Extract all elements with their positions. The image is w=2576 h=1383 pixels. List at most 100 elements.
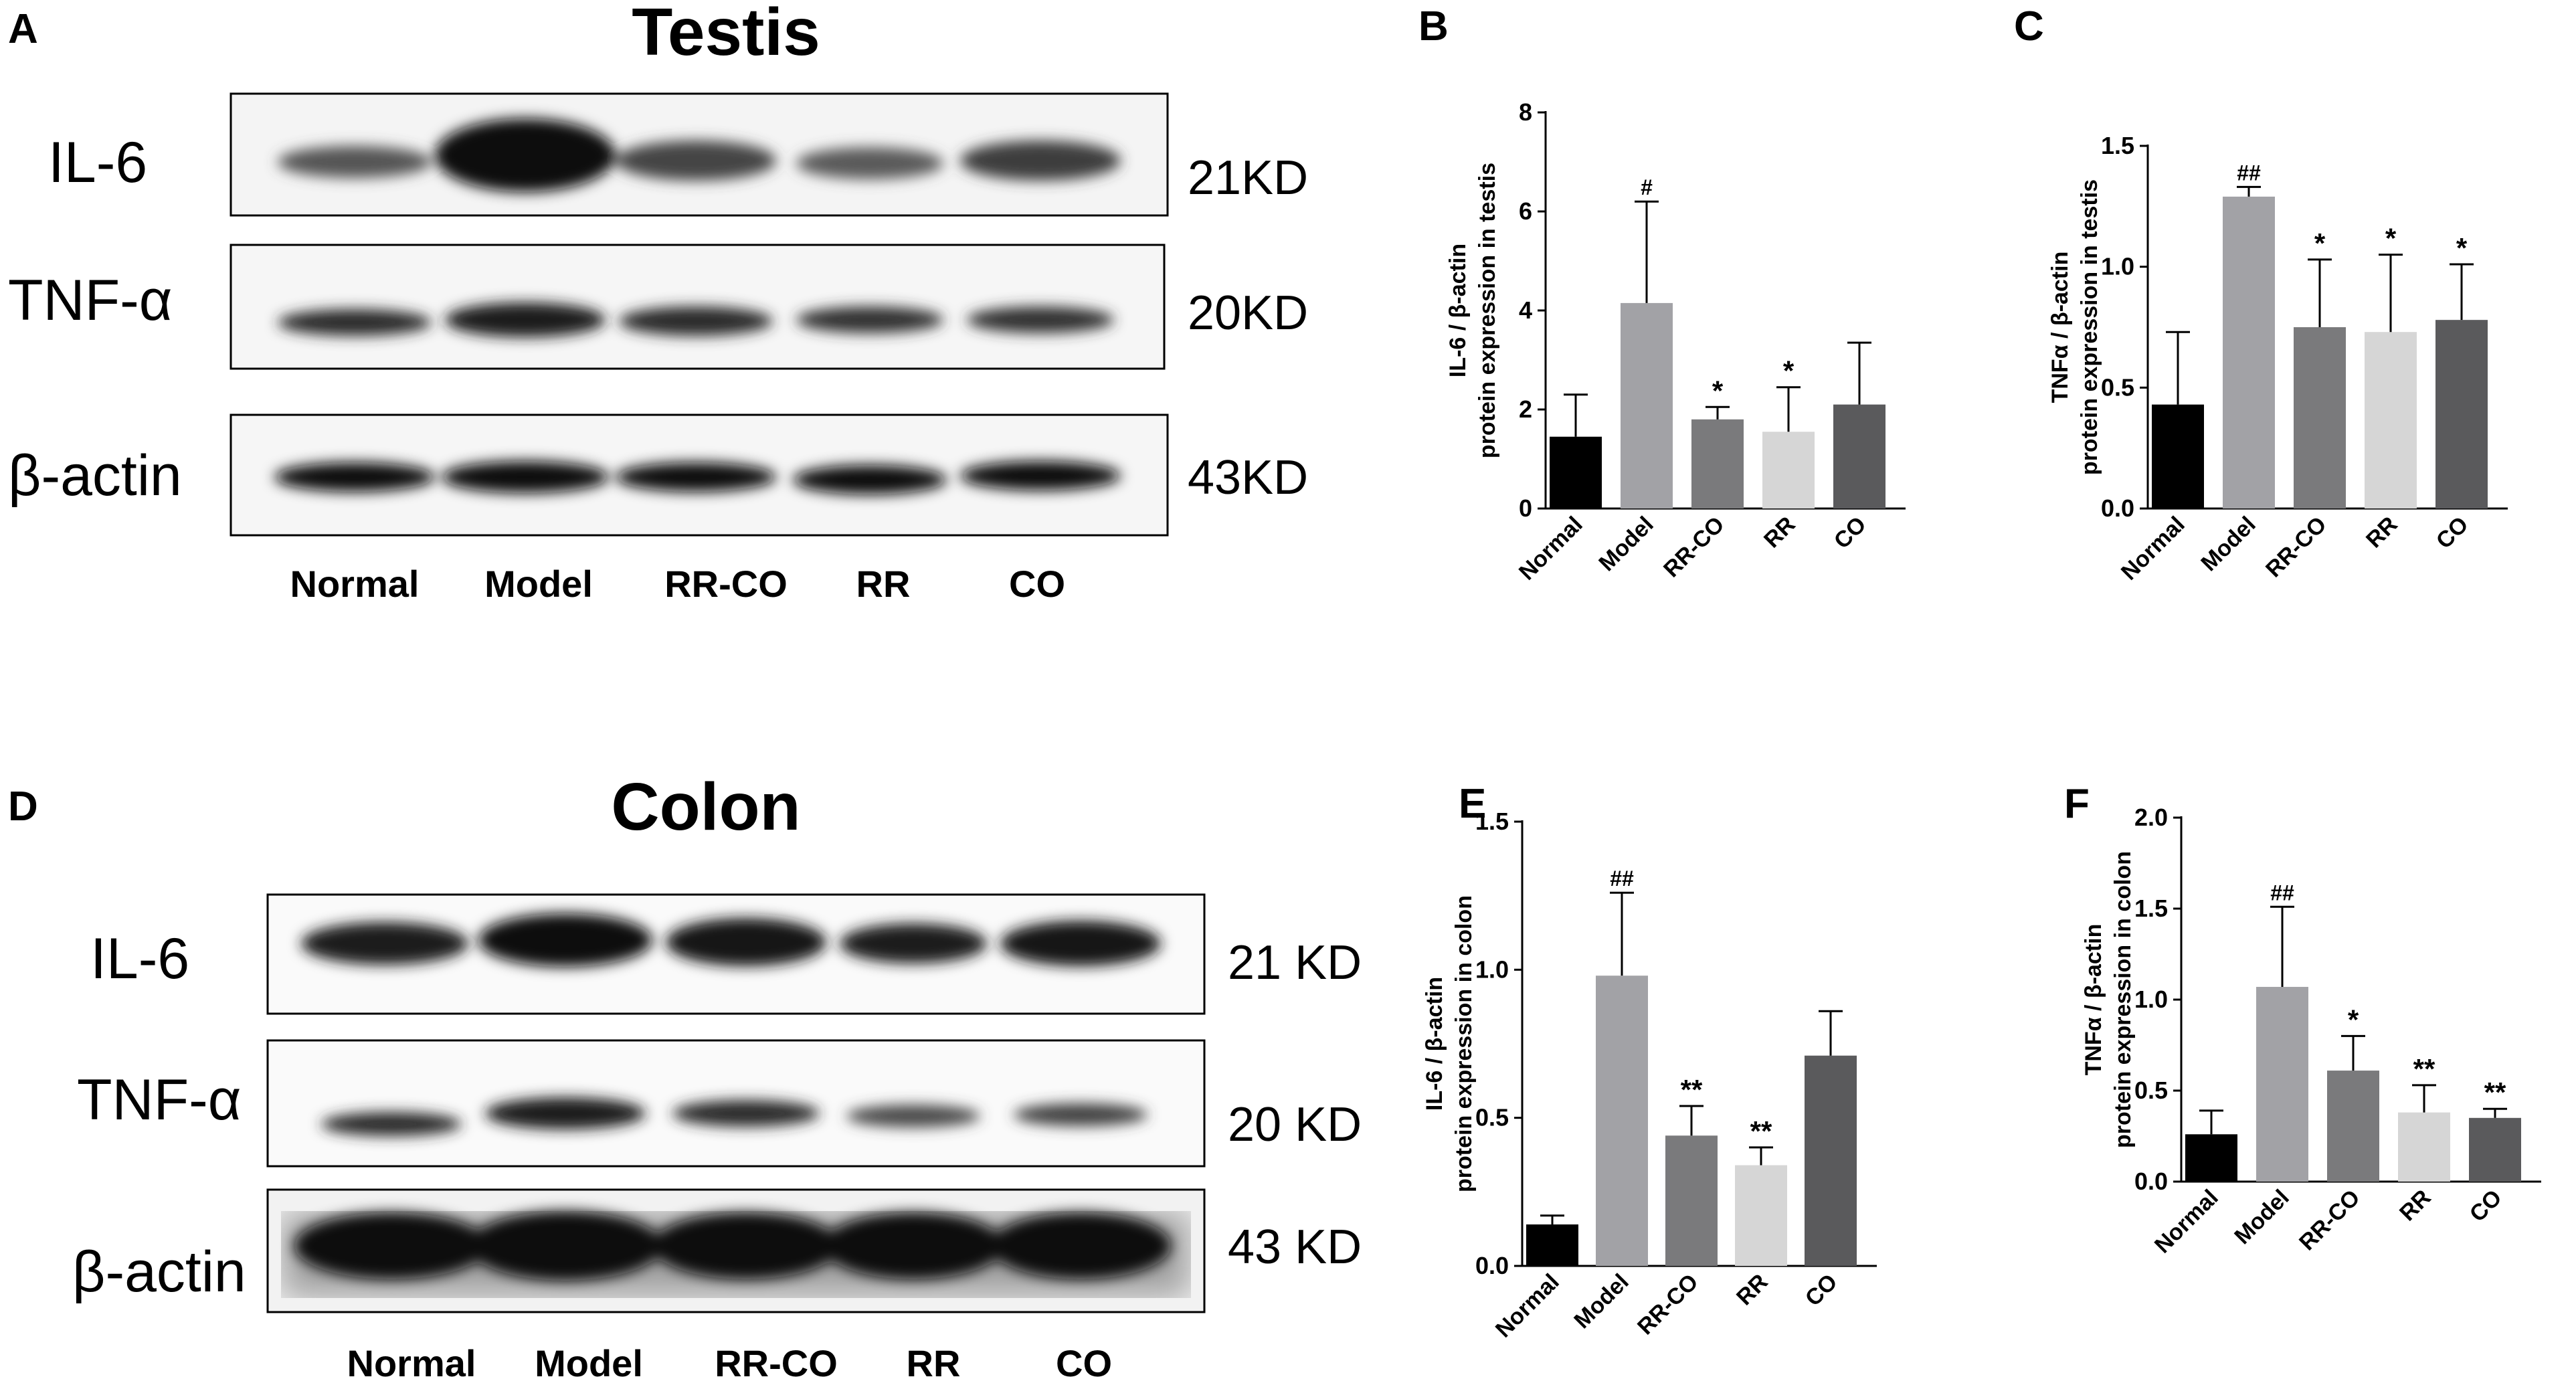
x-tick-label: RR-CO [1659, 512, 1730, 583]
y-tick-label: 1.5 [2134, 895, 2168, 922]
y-tick-label: 0.5 [2101, 373, 2134, 401]
band-tnfa-normal [278, 309, 432, 336]
x-tick-label: Model [1594, 512, 1658, 576]
x-tick-label: RR-CO [2261, 512, 2332, 583]
y-tick-label: 2 [1519, 395, 1532, 423]
row-label-actin: β-actin [72, 1240, 246, 1304]
x-tick-label: RR-CO [2294, 1185, 2365, 1256]
x-tick-label: CO [1801, 1269, 1843, 1311]
band-tnfa-rr [846, 1105, 980, 1127]
y-tick-label: 0.5 [1475, 1104, 1509, 1131]
y-tick-label: 0.0 [2134, 1168, 2168, 1195]
bar [1805, 1055, 1857, 1266]
lane-label-co: CO [1009, 563, 1065, 605]
y-tick-label: 4 [1519, 296, 1532, 324]
band-tnfa-model [445, 302, 606, 337]
lane-label-model: Model [484, 563, 593, 605]
significance-annotation: # [1641, 175, 1653, 199]
band-il6-co [960, 141, 1121, 181]
y-axis-label: protein expression in testis [2077, 179, 2102, 475]
significance-annotation: * [2456, 232, 2468, 264]
y-axis-label: protein expression in colon [2110, 851, 2136, 1148]
y-tick-label: 1.5 [1475, 808, 1509, 835]
lane-label-rr: RR [856, 563, 911, 605]
y-axis-label: protein expression in colon [1451, 895, 1477, 1192]
x-tick-label: CO [1829, 512, 1871, 554]
band-actin-normal [274, 462, 435, 492]
band-il6-rrco [616, 141, 776, 181]
panel-letter-d: D [8, 783, 38, 830]
row-label-tnfa: TNF-α [77, 1068, 242, 1132]
x-tick-label: RR [2395, 1185, 2436, 1226]
x-tick-label: Normal [1491, 1269, 1564, 1343]
lane-label-rrco: RR-CO [715, 1342, 838, 1383]
row-size-actin: 43KD [1188, 451, 1308, 504]
bar [1833, 404, 1885, 509]
bar [1621, 302, 1673, 509]
x-tick-label: RR [1732, 1269, 1773, 1311]
band-tnfa-co [1014, 1103, 1147, 1126]
x-tick-label: Model [2229, 1185, 2294, 1249]
x-tick-label: Normal [2116, 512, 2190, 585]
row-label-tnfa: TNF-α [8, 268, 173, 333]
chart-tnfa-colon: 0.0 0.5 1.0 1.5 2.0 TNFα / β-actin protein exp… [2081, 804, 2541, 1258]
band-il6-rr [796, 147, 943, 179]
significance-annotation: ## [1610, 866, 1634, 891]
significance-annotation: ** [1681, 1074, 1703, 1105]
bar [2327, 1071, 2379, 1182]
western-blot-colon: Colon IL-6 21 KD TNF-α 20 KD [72, 769, 1362, 1383]
y-tick-label: 6 [1519, 197, 1532, 225]
band-tnfa-co [967, 306, 1114, 333]
band-il6-co [1000, 921, 1161, 966]
x-tick-label: Normal [2150, 1185, 2223, 1259]
band-actin-normal [294, 1212, 488, 1279]
bar [2185, 1134, 2237, 1182]
y-axis-label: IL-6 / β-actin [1422, 977, 1447, 1111]
significance-annotation: * [2385, 223, 2397, 254]
bar [2435, 320, 2488, 509]
significance-annotation: * [2314, 227, 2326, 259]
y-axis-label: IL-6 / β-actin [1445, 244, 1471, 377]
band-actin-rr [823, 1212, 1004, 1279]
row-size-tnfa: 20KD [1188, 286, 1308, 340]
significance-annotation: ** [2484, 1077, 2506, 1108]
band-actin-model [442, 461, 609, 493]
chart-tnfa-testis: 0.0 0.5 1.0 1.5 TNFα / β-actin protein expres… [2047, 132, 2508, 585]
lane-label-rr: RR [907, 1342, 961, 1383]
panel-letter-c: C [2014, 3, 2044, 50]
lane-label-normal: Normal [290, 563, 420, 605]
chart-il6-colon: 0.0 0.5 1.0 1.5 IL-6 / β-actin protein expres… [1422, 808, 1877, 1342]
row-size-tnfa: 20 KD [1228, 1098, 1362, 1151]
row-label-il6: IL-6 [48, 130, 147, 195]
significance-annotation: * [1783, 355, 1795, 387]
blot-title: Testis [632, 0, 820, 70]
y-tick-label: 0.5 [2134, 1077, 2168, 1104]
row-size-il6: 21 KD [1228, 936, 1362, 990]
significance-annotation: ## [2270, 881, 2294, 905]
bar [2152, 404, 2204, 509]
panel-letter-b: B [1418, 3, 1449, 50]
bar [2294, 327, 2346, 509]
band-tnfa-rr [796, 306, 943, 333]
y-tick-label: 1.0 [1475, 955, 1509, 983]
band-actin-rr [793, 465, 947, 494]
significance-annotation: * [2348, 1004, 2359, 1035]
blot-title: Colon [611, 769, 800, 844]
x-tick-label: RR-CO [1633, 1269, 1704, 1340]
band-tnfa-model [485, 1097, 646, 1129]
band-tnfa-rrco [619, 306, 773, 336]
bar [1596, 976, 1648, 1266]
band-il6-model [435, 118, 616, 192]
band-tnfa-normal [321, 1112, 462, 1136]
significance-annotation: ## [2237, 161, 2261, 185]
bar [2398, 1112, 2450, 1182]
band-actin-rrco [652, 1212, 840, 1279]
y-tick-label: 1.0 [2134, 986, 2168, 1013]
bar [1691, 419, 1744, 509]
lane-label-co: CO [1056, 1342, 1112, 1383]
band-il6-model [478, 913, 652, 967]
y-tick-label: 1.0 [2101, 253, 2134, 280]
bar [2469, 1117, 2521, 1182]
x-tick-label: CO [2431, 512, 2474, 554]
western-blot-testis: Testis IL-6 21KD TNF-α 20KD [8, 0, 1308, 605]
